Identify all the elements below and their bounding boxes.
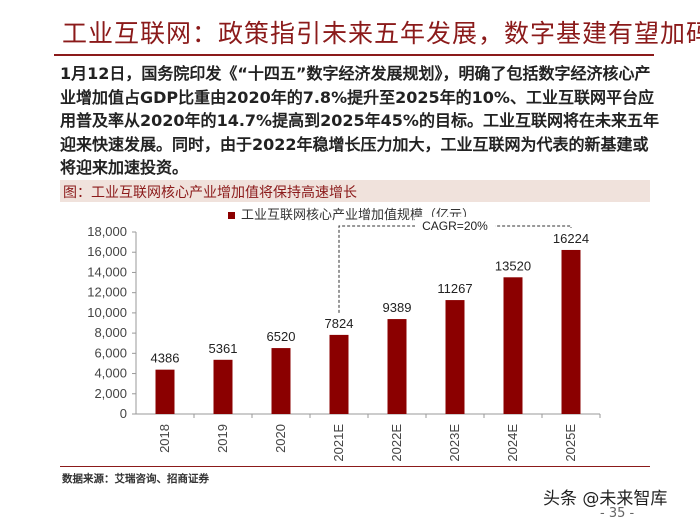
legend-swatch bbox=[228, 212, 235, 219]
paragraph-segment: 7.8% bbox=[302, 87, 348, 107]
paragraph-segment: 年的 bbox=[184, 111, 217, 130]
data-label-2018: 4386 bbox=[151, 351, 180, 366]
cagr-label: CAGR=20% bbox=[422, 219, 488, 233]
y-tick-label: 12,000 bbox=[87, 285, 127, 300]
bar-2025E bbox=[561, 249, 581, 414]
chart-caption: 图：工业互联网核心产业增加值将保持高速增长 bbox=[63, 185, 357, 201]
title-divider bbox=[54, 54, 654, 56]
paragraph-segment: 1月12日 bbox=[60, 64, 126, 83]
data-label-2024E: 13520 bbox=[495, 258, 531, 273]
paragraph-segment: 10% bbox=[471, 87, 510, 107]
paragraph-segment: 年稳增长压力加大，工业互联网为代表的新基建或将迎来加速投资。 bbox=[60, 134, 649, 178]
chart-caption-bar bbox=[60, 180, 650, 202]
data-label-2019: 5361 bbox=[209, 341, 238, 356]
data-label-2022E: 9389 bbox=[383, 300, 412, 315]
paragraph-segment: ，国务院印发《“十四五”数字经济发展规划》，明确了包括数字经济核心产业增加值占 bbox=[60, 64, 651, 107]
summary-paragraph: 1月12日，国务院印发《“十四五”数字经济发展规划》，明确了包括数字经济核心产业… bbox=[60, 62, 660, 180]
paragraph-segment: 提高到 bbox=[272, 111, 321, 130]
data-source: 数据来源：艾瑞咨询、招商证券 bbox=[62, 473, 209, 485]
source-divider bbox=[60, 466, 650, 467]
x-tick-label: 2021E bbox=[331, 424, 346, 462]
y-tick-label: 0 bbox=[120, 406, 127, 421]
y-tick-label: 8,000 bbox=[94, 325, 127, 340]
x-tick-label: 2023E bbox=[447, 424, 462, 462]
x-tick-label: 2022E bbox=[389, 424, 404, 462]
y-tick-label: 4,000 bbox=[94, 366, 127, 381]
data-label-2020: 6520 bbox=[267, 329, 296, 344]
bar-2019 bbox=[213, 359, 233, 414]
bar-2022E bbox=[387, 319, 407, 414]
paragraph-segment: 2020 bbox=[140, 111, 185, 130]
paragraph-segment: 年的 bbox=[270, 87, 303, 107]
x-tick-label: 2025E bbox=[563, 424, 578, 462]
y-tick-label: 10,000 bbox=[87, 305, 127, 320]
y-tick-label: 2,000 bbox=[94, 386, 127, 401]
page-number: - 35 - bbox=[600, 506, 635, 521]
watermark: 头条 @未来智库 bbox=[543, 489, 668, 509]
bar-2024E bbox=[503, 277, 523, 414]
paragraph-segment: 14.7% bbox=[216, 111, 273, 130]
paragraph-segment: 2022 bbox=[252, 134, 297, 154]
cagr-bracket bbox=[338, 225, 572, 313]
x-tick-label: 2018 bbox=[157, 424, 172, 453]
data-label-2025E: 16224 bbox=[553, 231, 589, 246]
x-tick-label: 2019 bbox=[215, 424, 230, 453]
data-label-2023E: 11267 bbox=[437, 281, 472, 296]
y-tick-label: 14,000 bbox=[87, 264, 127, 279]
bar-2023E bbox=[445, 300, 465, 414]
y-tick-label: 16,000 bbox=[87, 244, 127, 259]
y-tick-label: 6,000 bbox=[94, 345, 127, 360]
bar-2020 bbox=[271, 348, 291, 414]
paragraph-segment: 2020 bbox=[226, 87, 271, 107]
paragraph-segment: 提升至 bbox=[347, 87, 396, 107]
paragraph-segment: GDP bbox=[140, 87, 179, 107]
paragraph-segment: 年 bbox=[364, 111, 381, 130]
bar-2018 bbox=[155, 369, 175, 414]
paragraph-segment: 2025 bbox=[395, 87, 440, 107]
data-label-2021E: 7824 bbox=[325, 316, 354, 331]
page-title: 工业互联网：政策指引未来五年发展，数字基建有望加码 bbox=[62, 19, 700, 48]
x-tick-label: 2024E bbox=[505, 424, 520, 462]
y-tick-label: 18,000 bbox=[87, 224, 127, 239]
cagr-label-bg bbox=[415, 217, 495, 233]
paragraph-segment: 、工业互联网平台应用普及率从 bbox=[60, 87, 654, 131]
x-tick-label: 2020 bbox=[273, 424, 288, 453]
paragraph-segment: 2025 bbox=[320, 111, 365, 130]
paragraph-segment: 比重由 bbox=[178, 87, 227, 107]
paragraph-segment: 45% bbox=[380, 111, 419, 130]
bar-2021E bbox=[329, 334, 349, 414]
paragraph-segment: 年的 bbox=[439, 87, 472, 107]
paragraph-segment: 的目标。工业互联网将在未来五年迎来快速发展。同时，由于 bbox=[60, 111, 659, 154]
